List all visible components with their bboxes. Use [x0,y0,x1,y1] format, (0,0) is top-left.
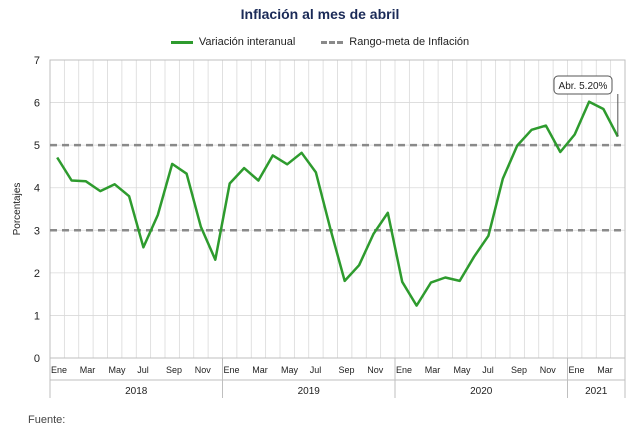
x-tick-label-month: Jul [482,365,494,375]
x-tick-label-month: Mar [425,365,441,375]
x-tick-label-month: Nov [195,365,212,375]
source-note: Fuente: [28,414,66,426]
legend-swatch-solid [170,40,193,44]
x-tick-label-month: Ene [51,365,67,375]
x-year-label: 2018 [125,386,148,397]
x-tick-label-month: May [454,365,472,375]
chart-title: Inflación al mes de abril [240,6,400,22]
legend-label-rango-meta: Rango-meta de Inflación [349,36,470,48]
x-tick-label-month: May [281,365,299,375]
x-tick-label-month: Ene [569,365,585,375]
x-tick-label-month: May [109,365,127,375]
y-tick-label: 3 [34,225,40,237]
x-tick-label-month: Sep [511,365,527,375]
x-tick-label-month: Jul [310,365,322,375]
legend-item-rango-meta: Rango-meta de Inflación [321,36,469,48]
x-year-label: 2021 [585,386,608,397]
x-tick-label-month: Jul [137,365,149,375]
x-tick-label-month: Sep [166,365,182,375]
y-tick-label: 6 [34,98,40,110]
plot-area-frame [49,59,626,359]
x-tick-label-month: Ene [224,365,240,375]
x-tick-label-month: Mar [80,365,96,375]
x-tick-label-month: Mar [597,365,613,375]
y-axis-label: Porcentajes [12,183,23,236]
legend-item-variacion: Variación interanual [170,36,296,48]
annotation-label: Abr. 5.20% [559,81,608,92]
x-year-label: 2019 [298,386,321,397]
x-tick-label-month: Mar [252,365,268,375]
y-tick-label: 1 [34,310,40,322]
x-tick-label-month: Sep [339,365,355,375]
y-tick-label: 5 [34,140,40,152]
y-tick-label: 7 [34,55,40,67]
y-tick-label: 2 [34,268,40,280]
y-tick-label: 0 [34,353,40,365]
chart-legend: Variación interanual Rango-meta de Infla… [0,36,640,48]
x-year-label: 2020 [470,386,493,397]
x-tick-label-month: Ene [396,365,412,375]
series-line-variacion-interanual [56,100,619,307]
legend-swatch-dashed [321,40,344,44]
y-tick-label: 4 [34,183,40,195]
legend-label-variacion: Variación interanual [198,36,296,48]
x-tick-label-month: Nov [367,365,384,375]
x-tick-label-month: Nov [540,365,557,375]
annotation-box [553,75,613,95]
